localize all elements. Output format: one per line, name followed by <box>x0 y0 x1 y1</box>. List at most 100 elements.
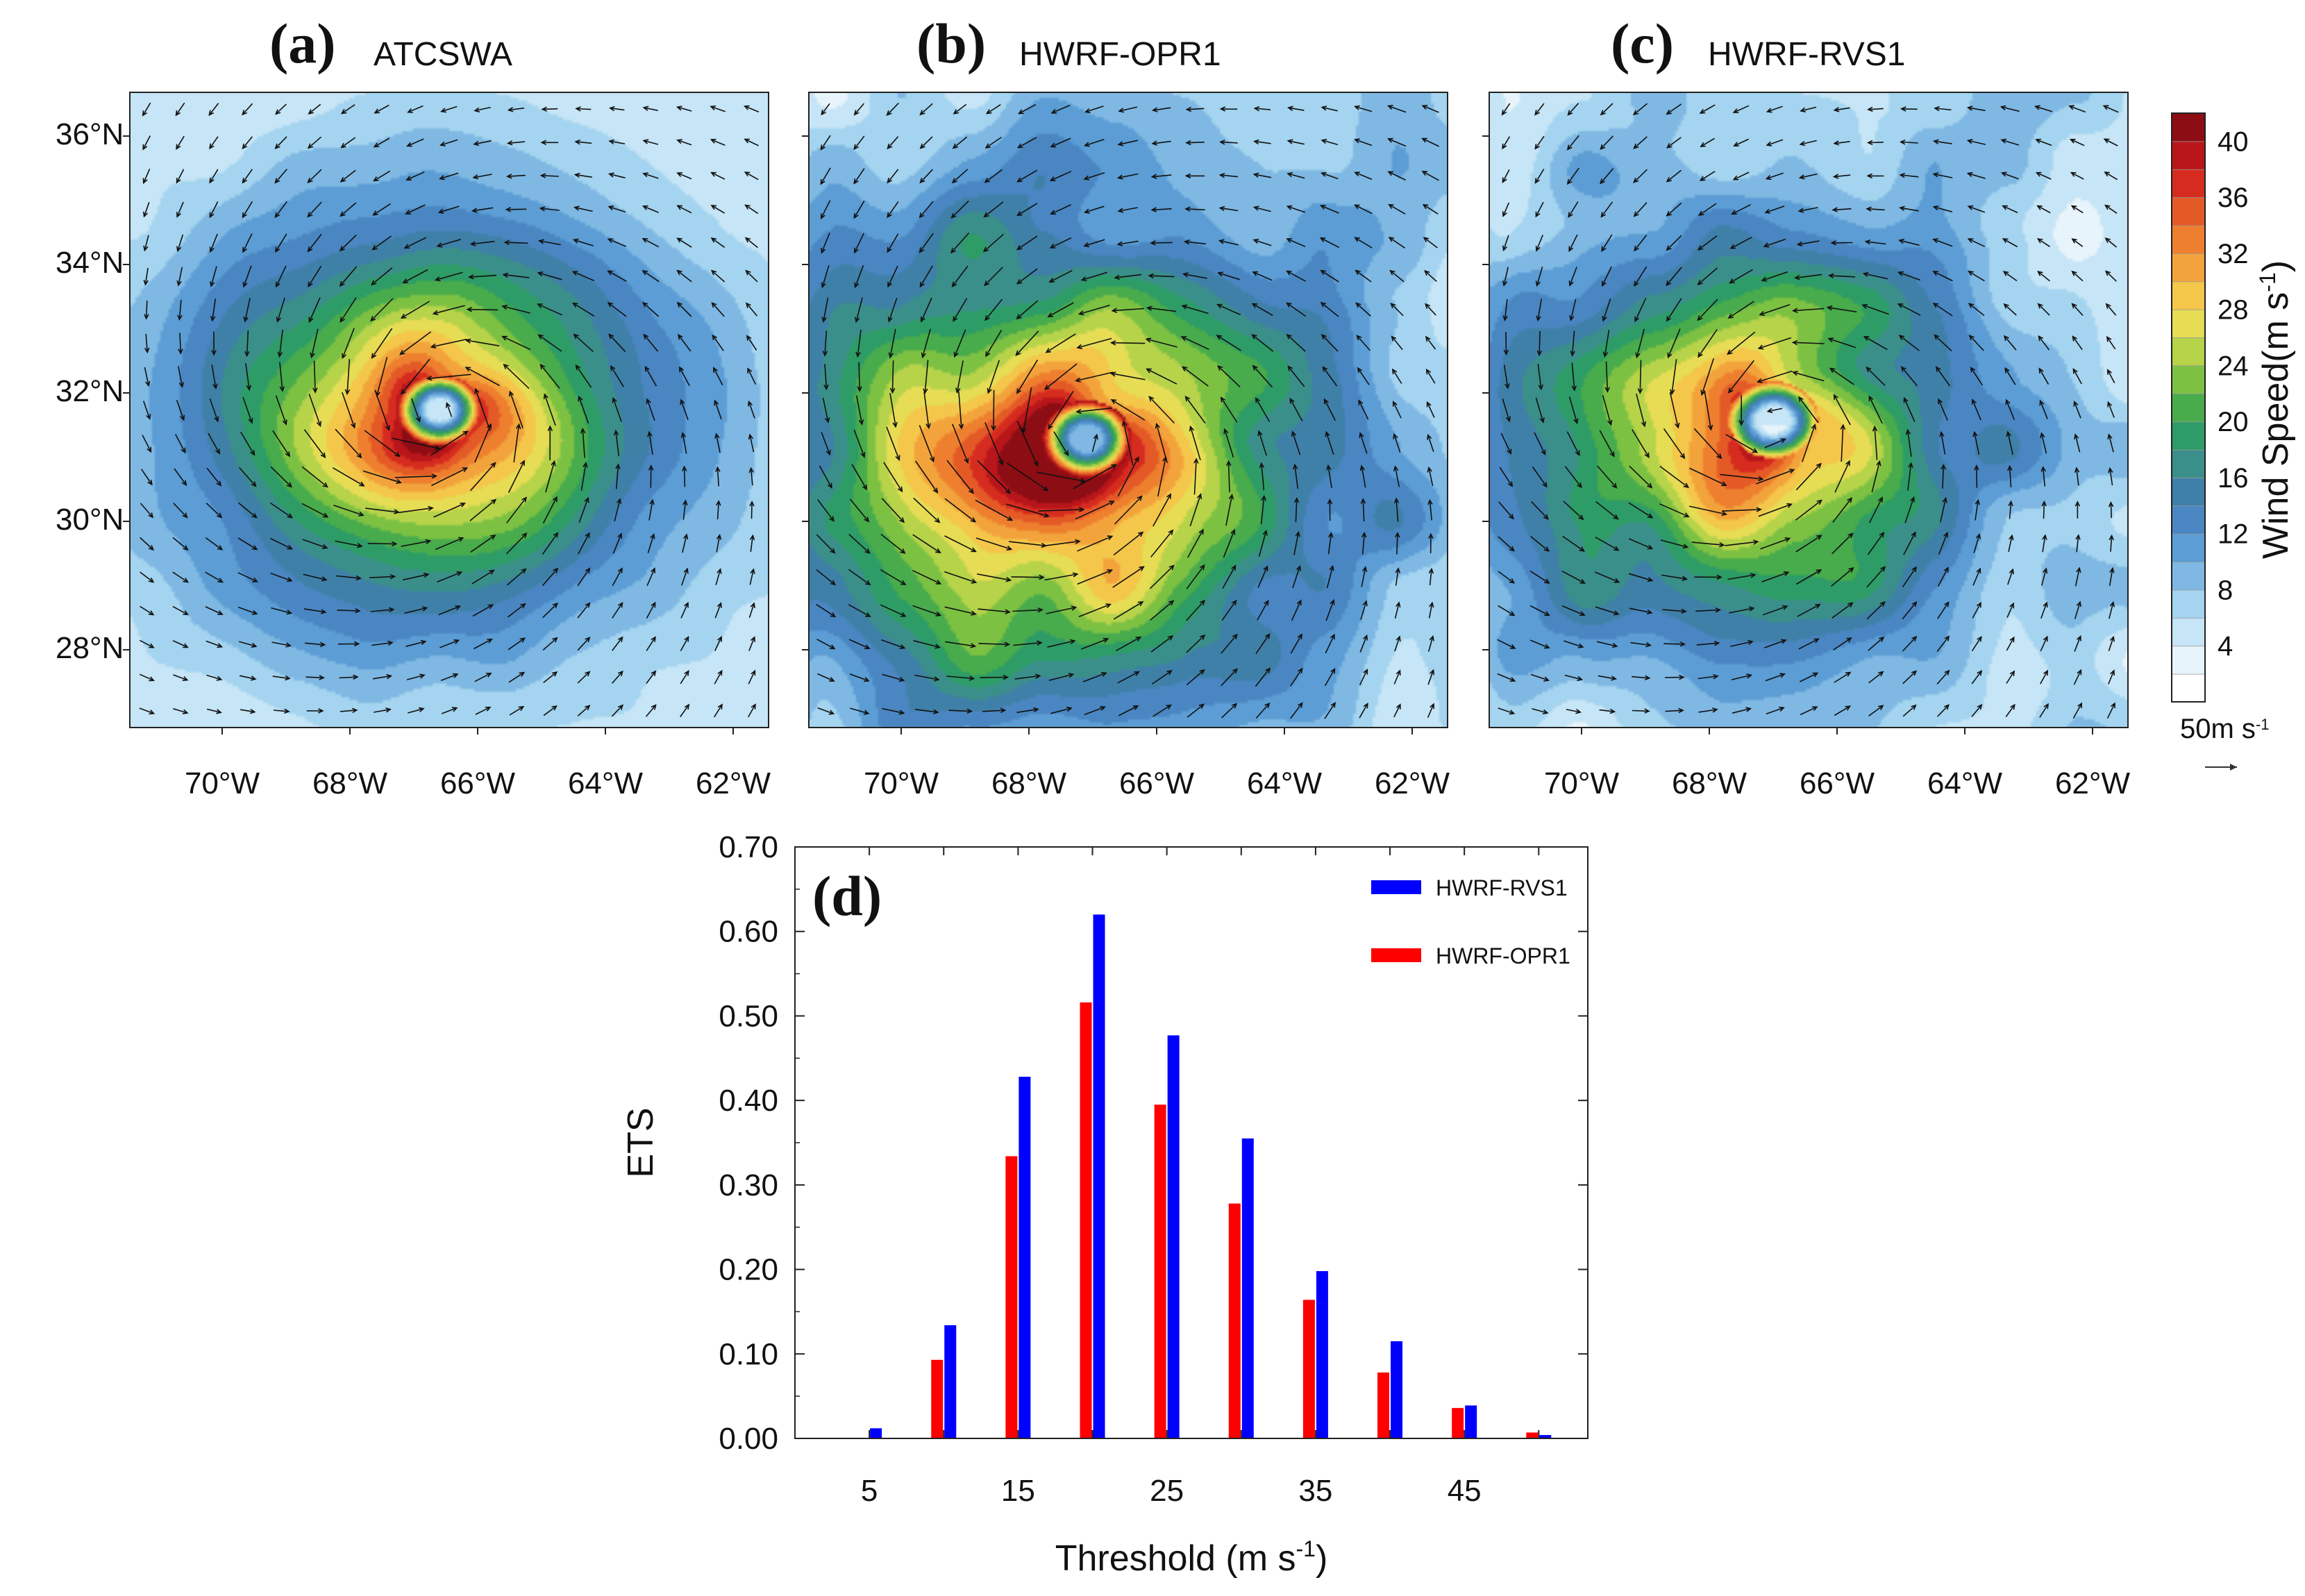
y-tick-label: 0.30 <box>719 1168 778 1202</box>
lat-tick-34: 34°N <box>56 246 124 280</box>
wind-arrow <box>1427 433 1434 452</box>
wind-arrow <box>206 467 222 487</box>
wind-arrow <box>880 604 907 617</box>
wind-arrow <box>1566 431 1580 457</box>
wind-arrow <box>1670 359 1677 396</box>
wind-arrow <box>1193 457 1199 495</box>
wind-arrow <box>1689 467 1727 487</box>
wind-arrow <box>919 265 933 288</box>
wind-arrow <box>1727 573 1757 580</box>
wind-arrow <box>2036 205 2051 214</box>
wind-arrow <box>944 498 977 523</box>
wind-arrow <box>1798 173 1818 180</box>
wind-vectors-a <box>139 102 760 718</box>
wind-arrow <box>1113 600 1144 620</box>
wind-arrow <box>946 460 974 494</box>
wind-arrow <box>744 237 758 249</box>
wind-arrow <box>848 534 871 554</box>
wind-arrow <box>2039 669 2049 684</box>
bar-hwrf-opr1 <box>1005 1156 1018 1438</box>
panel-a-name: ATCSWA <box>374 36 512 73</box>
wind-arrow <box>612 532 623 554</box>
wind-arrow <box>607 205 626 213</box>
wind-arrow <box>1360 498 1366 522</box>
wind-arrow <box>1729 269 1754 284</box>
wind-arrow <box>2109 566 2115 587</box>
wind-arrow <box>712 334 724 351</box>
colorbar-labels: 4 8 12 16 20 24 28 32 36 40 <box>2218 126 2249 662</box>
wind-arrow <box>2006 430 2013 455</box>
wind-arrow <box>438 605 462 616</box>
wind-arrow <box>1602 266 1612 287</box>
wind-arrow <box>1112 566 1145 588</box>
wind-arrow <box>1290 667 1303 687</box>
wind-arrow <box>2006 670 2015 684</box>
colorbar: 4 8 12 16 20 24 28 32 36 40 Wind Speed(m s-1) 50m… <box>2171 112 2296 771</box>
wind-arrow <box>1048 673 1075 681</box>
wind-arrow <box>607 301 627 317</box>
bar-hwrf-opr1 <box>1154 1104 1166 1438</box>
wind-arrow <box>1797 396 1819 423</box>
wind-arrow <box>1696 640 1720 646</box>
y-tick-label: 0.50 <box>719 999 778 1033</box>
wind-arrow <box>1829 367 1854 385</box>
wind-arrow <box>1897 271 1921 281</box>
wind-arrow <box>1688 505 1728 516</box>
wind-arrow <box>2036 238 2050 247</box>
wind-arrow <box>1796 240 1820 247</box>
wind-arrow <box>1117 456 1139 497</box>
wind-arrow <box>1972 601 1981 619</box>
wind-arrow <box>272 430 291 457</box>
wind-arrow <box>1021 387 1032 434</box>
wind-arrow <box>1286 238 1306 248</box>
wind-arrow <box>608 333 626 353</box>
wind-arrow <box>1904 496 1916 523</box>
wind-arrow <box>506 568 527 586</box>
wind-arrow <box>176 399 185 421</box>
wind-arrow <box>1110 398 1146 421</box>
panel-c-name: HWRF-RVS1 <box>1708 36 1905 73</box>
wind-arrow <box>471 569 495 585</box>
wind-arrow <box>1799 672 1819 682</box>
wind-arrow <box>912 605 942 616</box>
wind-arrow <box>1966 171 1986 179</box>
wind-arrow <box>1389 269 1405 283</box>
wind-arrow <box>1659 465 1690 489</box>
wind-arrow <box>678 333 692 352</box>
wind-arrow <box>1934 106 1952 112</box>
bar-hwrf-rvs1 <box>870 1428 882 1438</box>
wind-arrow <box>173 674 189 681</box>
wind-arrow <box>1834 460 1850 493</box>
wind-arrow <box>612 396 622 422</box>
wind-arrow <box>743 105 760 112</box>
wind-arrow <box>1899 172 1919 178</box>
wind-arrow <box>142 401 151 421</box>
wind-arrow <box>1048 391 1074 430</box>
wind-arrow <box>1968 335 1984 351</box>
colorbar-cell <box>2171 393 2206 423</box>
wind-arrow <box>1425 335 1436 350</box>
lat-tick-32: 32°N <box>56 374 124 408</box>
wind-arrow <box>239 675 257 681</box>
wind-arrow <box>474 672 492 682</box>
wind-arrow <box>1566 709 1582 714</box>
wind-arrow <box>506 496 528 523</box>
wind-arrow <box>1902 600 1918 620</box>
wind-arrow <box>430 338 467 349</box>
wind-arrow <box>339 234 357 252</box>
wind-arrow <box>542 532 559 555</box>
wind-arrow <box>1937 566 1949 587</box>
wind-arrow <box>1148 396 1175 424</box>
wind-arrow <box>710 237 726 248</box>
lon-tick-a-64: 64°W <box>568 766 644 800</box>
wind-arrow <box>1937 704 1950 717</box>
wind-arrow <box>340 137 356 149</box>
wind-vectors-c <box>1497 103 2119 719</box>
wind-arrow <box>1501 103 1511 116</box>
wind-arrow <box>1662 608 1687 614</box>
wind-arrow <box>1761 271 1788 282</box>
wind-arrow <box>580 427 586 458</box>
wind-arrow <box>242 396 253 424</box>
wind-arrow <box>172 571 190 583</box>
wind-arrow <box>2108 501 2114 519</box>
